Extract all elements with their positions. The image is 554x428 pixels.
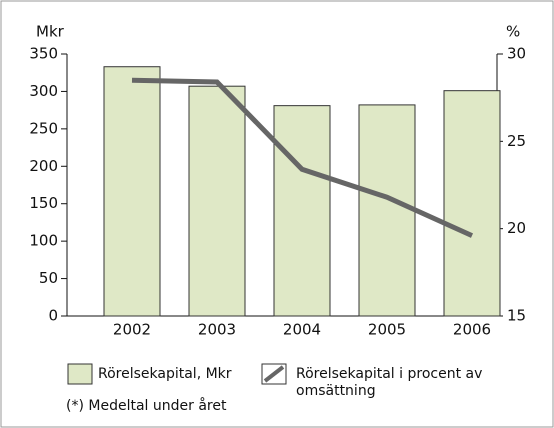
y-tick-label: 250 bbox=[29, 119, 58, 137]
y2-tick-label: 25 bbox=[507, 132, 526, 150]
legend-bar-swatch bbox=[67, 363, 93, 385]
bar bbox=[188, 85, 246, 317]
y-tick-label: 150 bbox=[29, 194, 58, 212]
legend-line-icon bbox=[263, 365, 285, 383]
x-tick-label: 2002 bbox=[113, 321, 151, 339]
y-tick-label: 300 bbox=[29, 82, 58, 100]
line bbox=[131, 77, 474, 238]
y2-tick-label: 15 bbox=[507, 307, 526, 325]
bar bbox=[358, 104, 416, 317]
y2-tick-label: 30 bbox=[507, 45, 526, 63]
bar bbox=[443, 90, 501, 317]
bar bbox=[103, 66, 161, 317]
x-tick-label: 2005 bbox=[368, 321, 406, 339]
y-tick-label: 50 bbox=[39, 269, 58, 287]
legend-label: Rörelsekapital, Mkr bbox=[98, 366, 232, 382]
bar bbox=[273, 105, 331, 317]
y-tick-label: 0 bbox=[48, 307, 58, 325]
y-tick-label: 350 bbox=[29, 45, 58, 63]
note: (*) Medeltal under året bbox=[66, 398, 227, 414]
x-tick-label: 2006 bbox=[453, 321, 491, 339]
y2-tick-label: 20 bbox=[507, 219, 526, 237]
x-tick-label: 2004 bbox=[283, 321, 321, 339]
y-tick-label: 200 bbox=[29, 157, 58, 175]
x-tick-label: 2003 bbox=[198, 321, 236, 339]
y-axis-label: Mkr bbox=[36, 23, 65, 41]
y-tick-label: 100 bbox=[29, 232, 58, 250]
legend-label: Rörelsekapital i procent av omsättning bbox=[296, 366, 483, 399]
y2-axis-label: % bbox=[506, 23, 520, 41]
